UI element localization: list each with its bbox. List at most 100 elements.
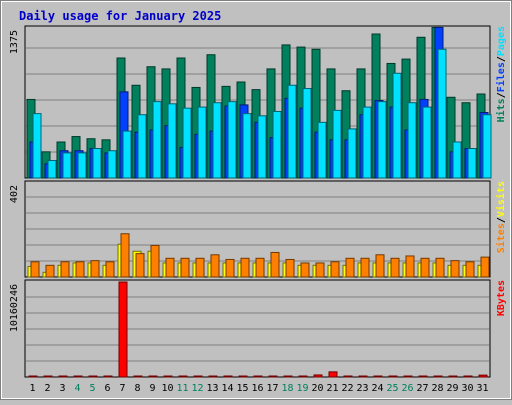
x-tick-label-day-20: 20 xyxy=(311,383,323,394)
bar-pages-day-11 xyxy=(182,107,192,179)
bar-sites-day-23 xyxy=(360,257,370,278)
bar-pages-day-2 xyxy=(47,160,57,179)
bar-sites-day-25 xyxy=(390,257,400,278)
x-tick-label-day-29: 29 xyxy=(446,383,458,394)
bar-pages-day-27 xyxy=(422,106,432,179)
bar-pages-day-20 xyxy=(317,121,327,179)
bar-sites-day-15 xyxy=(240,257,250,278)
x-tick-label-day-30: 30 xyxy=(461,383,473,394)
bar-kbytes-day-24 xyxy=(373,375,383,378)
bar-sites-day-10 xyxy=(165,257,175,278)
bar-kbytes-day-18 xyxy=(283,375,293,378)
bar-pages-day-30 xyxy=(467,148,477,179)
bar-kbytes-day-17 xyxy=(268,375,278,378)
x-tick-label-day-14: 14 xyxy=(221,383,233,394)
x-tick-label-day-5: 5 xyxy=(89,383,95,394)
bar-kbytes-day-27 xyxy=(418,375,428,378)
bar-kbytes-day-14 xyxy=(223,375,233,378)
bar-sites-day-27 xyxy=(420,257,430,278)
bar-pages-day-16 xyxy=(257,115,267,179)
bar-sites-day-29 xyxy=(450,260,460,278)
bar-sites-day-21 xyxy=(330,261,340,278)
bar-pages-day-18 xyxy=(287,84,297,179)
legend-entry-visits: Visits xyxy=(495,181,507,217)
bar-sites-day-3 xyxy=(60,261,70,278)
bar-pages-day-26 xyxy=(407,102,417,179)
bar-kbytes-day-26 xyxy=(403,375,413,378)
axis-max-label: 1375 xyxy=(9,30,20,54)
x-tick-label-day-6: 6 xyxy=(104,383,110,394)
bar-pages-day-1 xyxy=(32,113,42,179)
x-tick-label-day-7: 7 xyxy=(119,383,125,394)
chart-title: Daily usage for January 2025 xyxy=(19,9,221,23)
bar-sites-day-13 xyxy=(210,254,220,278)
bar-sites-day-4 xyxy=(75,261,85,278)
x-tick-label-day-23: 23 xyxy=(356,383,368,394)
bar-kbytes-day-5 xyxy=(88,375,98,378)
bar-sites-day-12 xyxy=(195,257,205,278)
bar-sites-day-7 xyxy=(120,233,130,278)
bar-sites-day-9 xyxy=(150,244,160,278)
bar-sites-day-24 xyxy=(375,254,385,278)
bar-kbytes-day-9 xyxy=(148,375,158,378)
x-tick-label-day-10: 10 xyxy=(161,383,173,394)
bar-kbytes-day-3 xyxy=(58,375,68,378)
bar-pages-day-12 xyxy=(197,106,207,179)
bar-pages-day-7 xyxy=(122,130,132,179)
legend-entry-separator: / xyxy=(496,56,507,62)
bar-kbytes-day-23 xyxy=(358,375,368,378)
bar-kbytes-day-13 xyxy=(208,375,218,378)
bar-sites-day-22 xyxy=(345,257,355,278)
bar-sites-day-1 xyxy=(30,261,40,278)
x-tick-label-day-2: 2 xyxy=(44,383,50,394)
legend-visits-sites: Sites/Visits xyxy=(495,181,507,253)
x-tick-label-day-19: 19 xyxy=(296,383,308,394)
x-tick-label-day-17: 17 xyxy=(266,383,278,394)
legend-entry-sites: Sites xyxy=(495,223,507,253)
x-tick-label-day-31: 31 xyxy=(476,383,488,394)
bar-kbytes-day-15 xyxy=(238,375,248,378)
x-tick-label-day-21: 21 xyxy=(326,383,338,394)
bar-kbytes-day-10 xyxy=(163,375,173,378)
x-tick-label-day-3: 3 xyxy=(59,383,65,394)
bar-sites-day-20 xyxy=(315,262,325,278)
bar-pages-day-8 xyxy=(137,114,147,179)
bar-sites-day-30 xyxy=(465,261,475,278)
bar-kbytes-day-16 xyxy=(253,375,263,378)
inner-frame xyxy=(1,1,511,399)
bar-pages-day-24 xyxy=(377,101,387,179)
bar-sites-day-17 xyxy=(270,251,280,278)
bar-pages-day-25 xyxy=(392,72,402,179)
bar-pages-day-14 xyxy=(227,101,237,179)
bar-sites-day-26 xyxy=(405,255,415,278)
bar-kbytes-day-30 xyxy=(463,375,473,378)
bar-sites-day-16 xyxy=(255,257,265,278)
x-tick-label-day-1: 1 xyxy=(29,383,35,394)
legend-entry-separator: / xyxy=(496,92,507,98)
bar-kbytes-day-7 xyxy=(118,281,128,378)
bar-pages-day-28 xyxy=(437,48,447,179)
legend-kbytes: KBytes xyxy=(496,280,507,316)
x-tick-label-day-15: 15 xyxy=(236,383,248,394)
x-tick-label-day-24: 24 xyxy=(371,383,383,394)
bar-pages-day-21 xyxy=(332,109,342,179)
bar-pages-day-6 xyxy=(107,150,117,179)
bar-pages-day-19 xyxy=(302,88,312,179)
bar-sites-day-28 xyxy=(435,257,445,278)
bar-pages-day-3 xyxy=(62,152,72,179)
x-tick-label-day-16: 16 xyxy=(251,383,263,394)
bar-sites-day-2 xyxy=(45,264,55,278)
bar-pages-day-22 xyxy=(347,128,357,179)
legend-hits-files-pages: Hits/Files/Pages xyxy=(495,26,507,122)
bar-sites-day-14 xyxy=(225,258,235,278)
bar-kbytes-day-29 xyxy=(448,375,458,378)
bar-kbytes-day-12 xyxy=(193,375,203,378)
axis-max-label: 10160246 xyxy=(9,284,20,332)
bar-sites-day-6 xyxy=(105,261,115,278)
bar-pages-day-17 xyxy=(272,110,282,179)
bar-kbytes-day-20 xyxy=(313,374,323,378)
bar-pages-day-31 xyxy=(482,114,492,179)
bar-pages-day-15 xyxy=(242,113,252,179)
bar-pages-day-10 xyxy=(167,103,177,179)
